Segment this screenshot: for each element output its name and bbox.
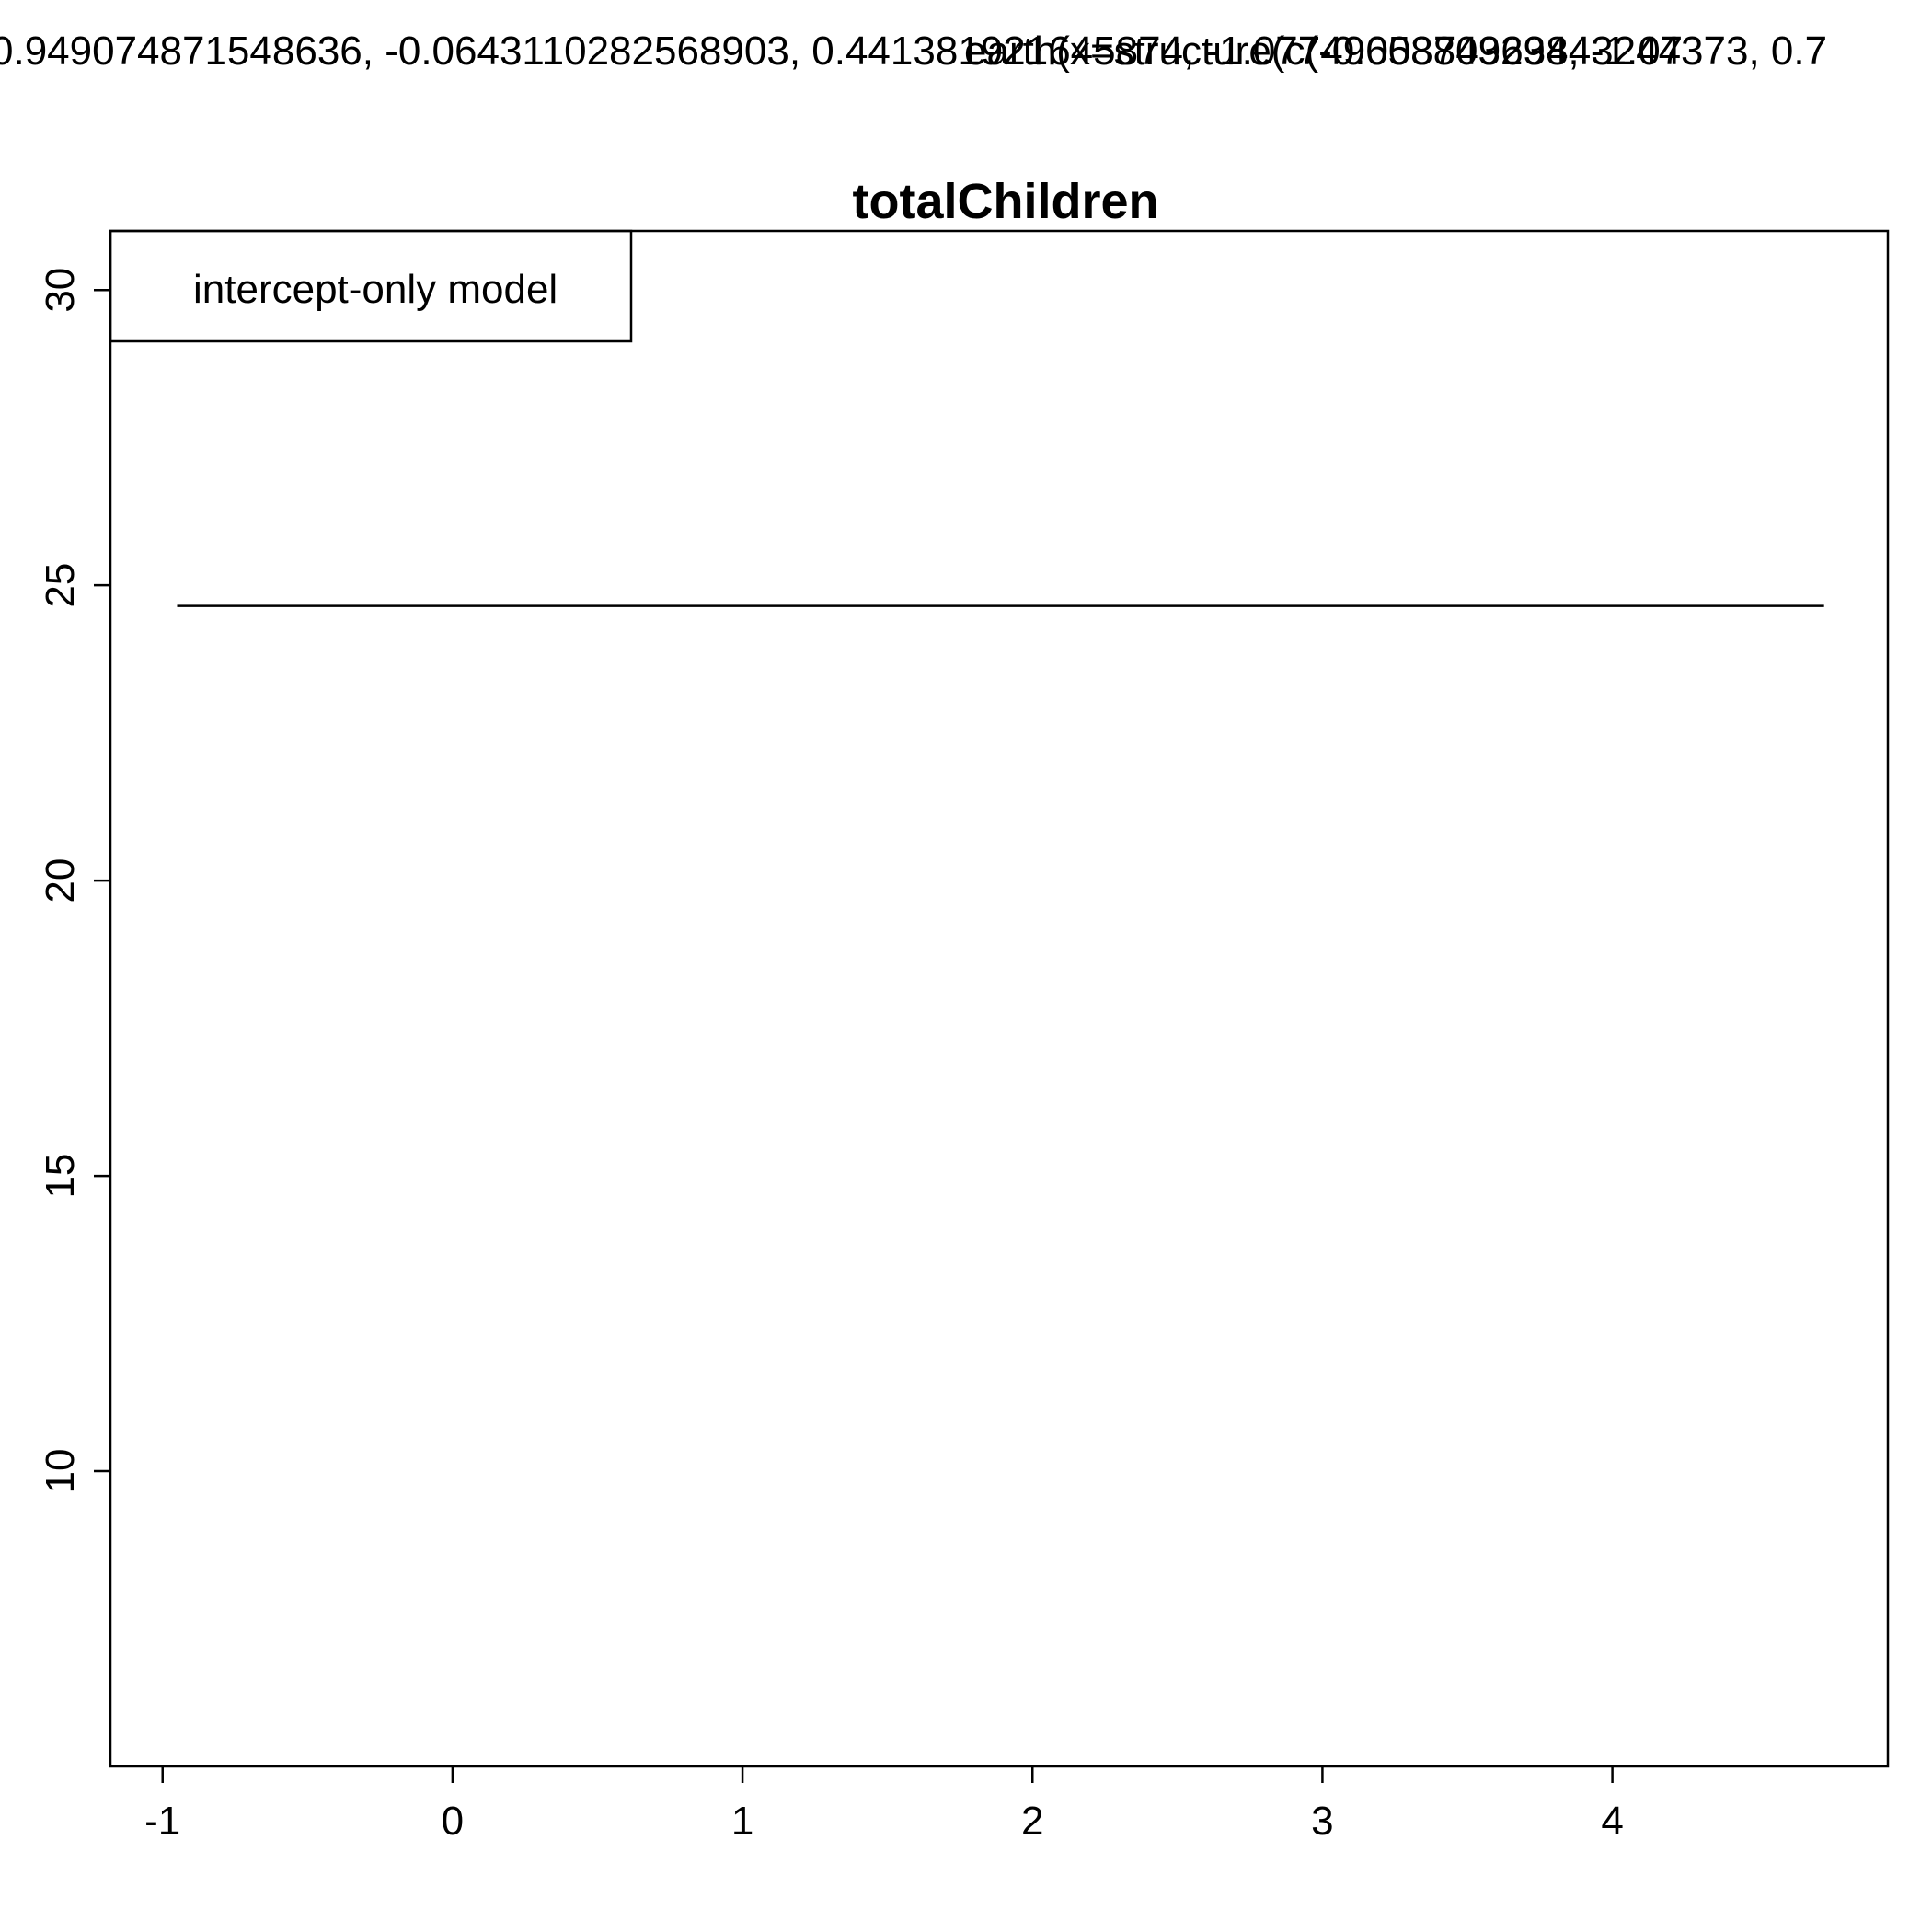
legend: intercept-only model xyxy=(109,229,633,343)
y-tick-label: 20 xyxy=(38,858,83,903)
chart-title: totalChildren xyxy=(853,174,1159,229)
x-tick-label: 2 xyxy=(1021,1799,1043,1844)
x-tick-label: 3 xyxy=(1311,1799,1333,1844)
x-tick-label: 1 xyxy=(731,1799,753,1844)
x-tick-label: -1 xyxy=(144,1799,180,1844)
legend-box xyxy=(109,229,633,343)
y-tick-label: 25 xyxy=(38,563,83,608)
header-call-text-right: earth(x=structure(c(-0.00374963843244373… xyxy=(964,29,1827,74)
x-axis: -1 0 1 2 3 4 xyxy=(144,1766,1624,1844)
plot-frame xyxy=(109,229,1890,1768)
header-call-text-left: 0.949074871548636, -0.0643110282568903, … xyxy=(0,29,1683,74)
y-tick-label: 10 xyxy=(38,1449,83,1494)
x-tick-label: 0 xyxy=(442,1799,464,1844)
y-tick-label: 30 xyxy=(38,268,83,313)
legend-entry: intercept-only model xyxy=(193,267,558,312)
x-tick-label: 4 xyxy=(1601,1799,1623,1844)
y-axis: 10 15 20 25 30 xyxy=(38,268,110,1494)
y-tick-label: 15 xyxy=(38,1154,83,1199)
